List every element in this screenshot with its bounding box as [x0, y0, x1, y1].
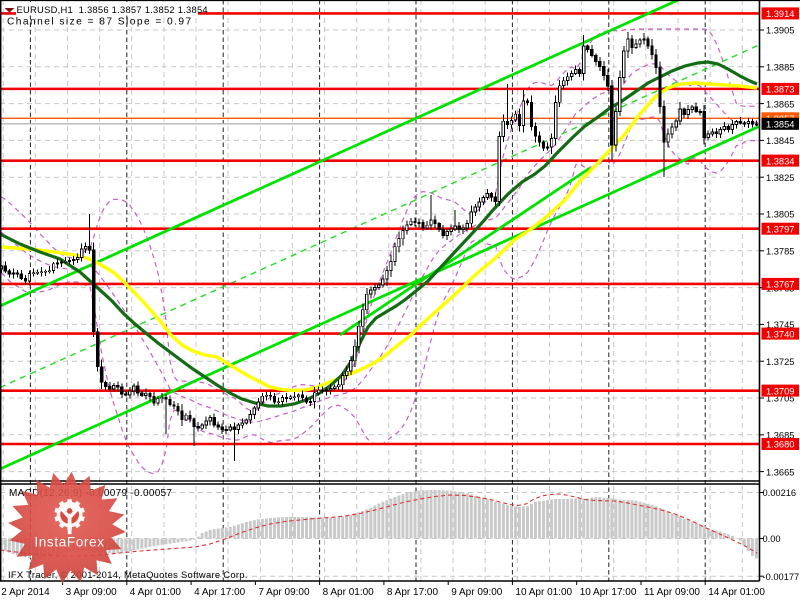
svg-text:0.00: 0.00 [763, 534, 781, 544]
svg-text:10 Apr 17:00: 10 Apr 17:00 [580, 587, 637, 598]
svg-text:10 Apr 01:00: 10 Apr 01:00 [515, 587, 572, 598]
svg-text:1.3865: 1.3865 [766, 99, 794, 109]
svg-text:1.3709: 1.3709 [766, 386, 794, 396]
svg-text:1.3740: 1.3740 [766, 329, 794, 339]
svg-text:7 Apr 09:00: 7 Apr 09:00 [258, 587, 310, 598]
svg-text:11 Apr 09:00: 11 Apr 09:00 [644, 587, 700, 598]
svg-text:1.3725: 1.3725 [766, 357, 794, 367]
svg-text:9 Apr 09:00: 9 Apr 09:00 [451, 587, 503, 598]
svg-text:Channel size = 87 Slope = 0.97: Channel size = 87 Slope = 0.97 [7, 17, 193, 28]
svg-text:InstaForex: InstaForex [34, 535, 104, 550]
svg-text:2 Apr 2014: 2 Apr 2014 [1, 587, 50, 598]
svg-text:1.3834: 1.3834 [766, 156, 794, 166]
svg-text:1.3665: 1.3665 [766, 467, 794, 477]
svg-text:1.3854: 1.3854 [766, 120, 794, 130]
svg-text:1.3825: 1.3825 [766, 173, 794, 183]
svg-text:IFX Trader, © 2001-2014, MetaQ: IFX Trader, © 2001-2014, MetaQuotes Soft… [8, 569, 248, 580]
svg-text:4 Apr 17:00: 4 Apr 17:00 [194, 587, 246, 598]
svg-text:8 Apr 01:00: 8 Apr 01:00 [323, 587, 375, 598]
svg-text:1.3685: 1.3685 [766, 431, 794, 441]
svg-text:1.3785: 1.3785 [766, 247, 794, 257]
svg-text:1.3885: 1.3885 [766, 63, 794, 73]
svg-text:14 Apr 01:00: 14 Apr 01:00 [708, 587, 765, 598]
svg-text:1.3873: 1.3873 [766, 85, 794, 95]
svg-text:-0.00177: -0.00177 [763, 572, 800, 582]
svg-text:1.3905: 1.3905 [766, 26, 794, 36]
svg-text:1.3767: 1.3767 [766, 280, 794, 290]
svg-text:1.3797: 1.3797 [766, 224, 794, 234]
svg-text:1.3745: 1.3745 [766, 320, 794, 330]
svg-text:1.3805: 1.3805 [766, 210, 794, 220]
svg-text:3 Apr 09:00: 3 Apr 09:00 [66, 587, 118, 598]
svg-text:1.3680: 1.3680 [766, 440, 794, 450]
svg-text:1.3845: 1.3845 [766, 136, 794, 146]
svg-text:1.3705: 1.3705 [766, 394, 794, 404]
svg-text:EURUSD,H1 1.3856 1.3857 1.385: EURUSD,H1 1.3856 1.3857 1.3852 1.3854 [17, 4, 208, 15]
svg-text:4 Apr 01:00: 4 Apr 01:00 [130, 587, 182, 598]
svg-text:0.00216: 0.00216 [763, 488, 797, 498]
svg-text:8 Apr 17:00: 8 Apr 17:00 [387, 587, 439, 598]
svg-text:1.3914: 1.3914 [766, 9, 794, 19]
